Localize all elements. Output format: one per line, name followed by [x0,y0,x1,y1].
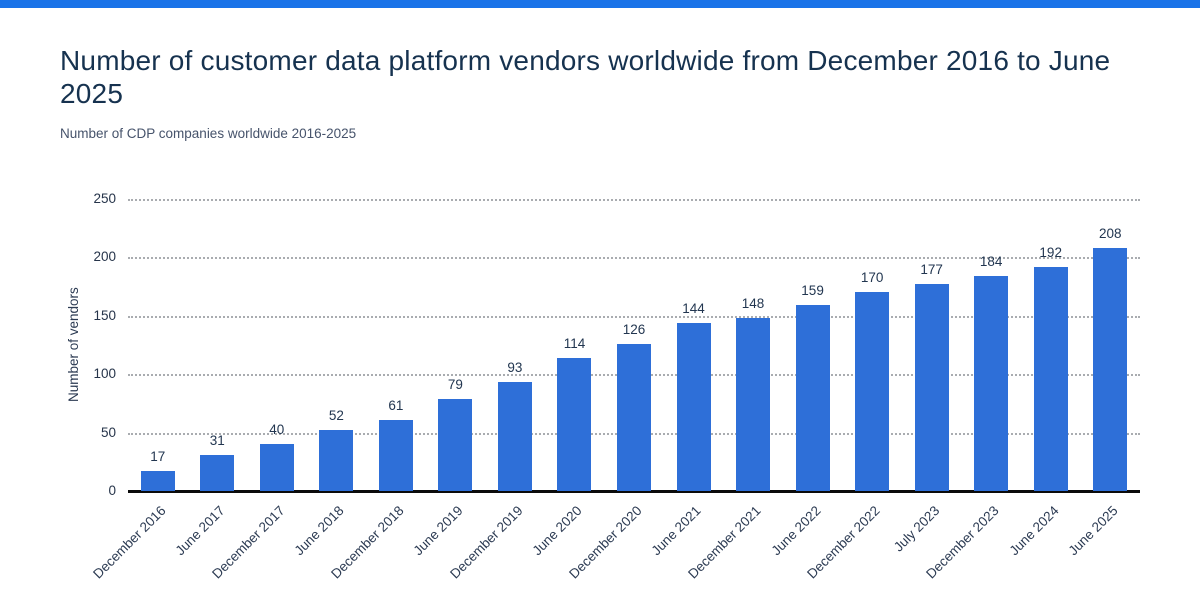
x-tick-label: June 2019 [410,503,467,559]
bar[interactable] [736,318,771,491]
gridline [128,315,1140,318]
bar-value-label: 61 [388,397,404,413]
bar-group: 184 December 2023 [923,199,1021,582]
bar-group: 61 December 2018 [328,199,426,582]
bar[interactable] [438,398,473,491]
y-tick-label: 0 [108,483,116,498]
bar-value-label: 192 [1039,244,1062,260]
x-tick-label: July 2023 [890,503,943,555]
bar-group: 31 June 2017 [173,199,248,558]
x-tick-label: June 2017 [172,503,228,559]
bar-group: 208 June 2025 [1066,199,1140,558]
page-subtitle: Number of CDP companies worldwide 2016-2… [60,126,357,141]
bar-value-label: 126 [622,321,646,337]
bar[interactable] [497,382,532,491]
bar[interactable] [676,322,711,491]
bar-group: 159 June 2022 [768,199,843,558]
bar-group: 144 June 2021 [649,199,724,558]
x-tick-label: June 2024 [1006,503,1062,559]
bar[interactable] [378,419,413,491]
bar[interactable] [914,284,949,491]
bar-value-label: 31 [209,432,225,448]
bar[interactable] [319,430,354,491]
y-axis-title: Number of vendors [66,287,81,403]
bar-group: 170 December 2022 [804,199,902,582]
y-tick-label: 50 [100,424,116,440]
bar[interactable] [974,276,1009,491]
bar-value-label: 177 [920,262,943,278]
bar[interactable] [140,471,175,491]
bar-value-label: 208 [1098,226,1122,242]
page-title: Number of customer data platform vendors… [60,45,1111,110]
bar-group: 126 December 2020 [566,199,664,582]
bar[interactable] [1033,266,1068,491]
bar-group: 52 June 2018 [292,199,367,558]
bar-group: 93 December 2019 [447,199,545,582]
bar-value-label: 148 [741,296,765,312]
bar[interactable] [557,357,592,491]
x-tick-label: June 2021 [648,503,705,559]
bar-value-label: 144 [682,300,705,316]
bar-value-label: 170 [860,270,884,286]
bar-group: 17 December 2016 [90,199,188,582]
bar-value-label: 93 [507,360,523,376]
bar-value-label: 184 [979,254,1003,270]
bar[interactable] [1093,248,1128,491]
bar-group: 177 July 2023 [891,199,962,554]
y-tick-label: 100 [93,366,116,382]
gridline [128,199,1140,201]
bar[interactable] [616,343,651,491]
bar[interactable] [795,305,830,491]
bar-value-label: 17 [150,449,166,465]
x-tick-label: June 2020 [529,503,586,559]
x-tick-label: June 2025 [1065,503,1121,559]
x-tick-label: June 2018 [291,503,347,559]
bar[interactable] [855,292,890,491]
y-tick-label: 250 [93,191,116,206]
plot-area: 0 50 100 150 200 250 17 December 2016 31 June 201… [90,191,1140,582]
bar-group: 79 June 2019 [411,199,486,558]
bar-value-label: 114 [563,335,586,351]
bar[interactable] [200,454,235,491]
bar[interactable] [259,444,294,491]
accent-bar [0,0,1200,8]
bar-value-label: 52 [328,408,344,424]
bar-group: 114 June 2020 [530,199,605,558]
x-axis-line [128,490,1140,493]
bar-value-label: 79 [447,376,463,392]
bar-group: 192 June 2024 [1006,199,1081,558]
bar-group: 148 December 2021 [685,199,783,582]
gridline [128,257,1140,260]
bar-group: 40 December 2017 [209,199,307,582]
x-tick-label: December 2016 [89,503,169,582]
x-tick-label: June 2022 [767,503,824,559]
bar-value-label: 40 [269,422,285,438]
bar-value-label: 159 [801,283,824,299]
y-tick-label: 150 [93,307,116,323]
y-tick-label: 200 [93,249,116,265]
